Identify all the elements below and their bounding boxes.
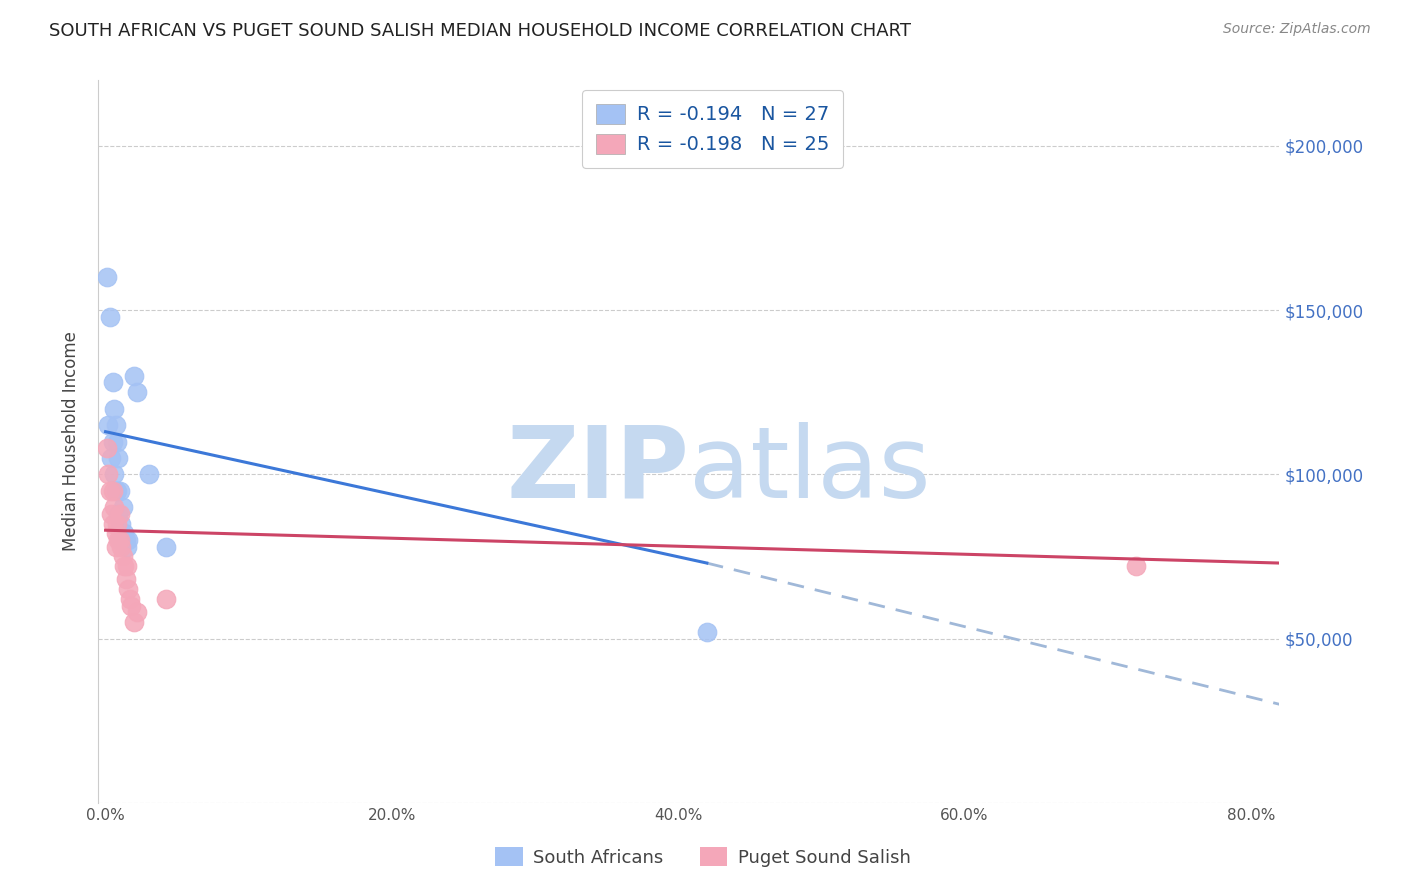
Point (122, 615, 145, 630)
Legend: R = -0.194   N = 27, R = -0.198   N = 25: R = -0.194 N = 27, R = -0.198 N = 25 (582, 90, 842, 168)
Point (98, 310, 121, 324)
Point (120, 599, 142, 613)
Point (107, 507, 129, 521)
Point (108, 483, 131, 498)
Point (117, 582, 139, 597)
Point (97, 467, 120, 482)
Point (111, 500, 134, 515)
Point (118, 592, 141, 607)
Point (101, 376, 124, 390)
Y-axis label: Median Household Income: Median Household Income (62, 332, 80, 551)
Point (96, 441, 118, 455)
Point (103, 401, 125, 416)
Point (105, 516, 128, 531)
Point (110, 516, 132, 531)
Point (101, 516, 124, 531)
Point (117, 533, 139, 547)
Point (104, 418, 127, 433)
Point (125, 385, 148, 400)
Point (100, 507, 122, 521)
Point (105, 434, 128, 449)
Point (103, 467, 125, 482)
Point (114, 573, 136, 587)
Point (115, 540, 138, 554)
Point (111, 549, 134, 564)
Point (114, 533, 136, 547)
Point (97, 418, 120, 433)
Point (96, 270, 118, 285)
Point (101, 434, 124, 449)
Point (155, 592, 177, 607)
Point (138, 467, 160, 482)
Point (107, 533, 129, 547)
Point (104, 483, 127, 498)
Point (112, 559, 135, 574)
Point (108, 507, 131, 521)
Text: SOUTH AFRICAN VS PUGET SOUND SALISH MEDIAN HOUSEHOLD INCOME CORRELATION CHART: SOUTH AFRICAN VS PUGET SOUND SALISH MEDI… (49, 22, 911, 40)
Point (110, 540, 132, 554)
Point (155, 540, 177, 554)
Point (105, 483, 128, 498)
Text: atlas: atlas (689, 422, 931, 519)
Text: ZIP: ZIP (506, 422, 689, 519)
Point (107, 450, 129, 465)
Point (696, 625, 718, 640)
Point (104, 526, 127, 541)
Text: Source: ZipAtlas.com: Source: ZipAtlas.com (1223, 22, 1371, 37)
Point (108, 533, 131, 547)
Point (115, 559, 138, 574)
Point (98, 483, 121, 498)
Point (100, 450, 122, 465)
Point (104, 540, 127, 554)
Legend: South Africans, Puget Sound Salish: South Africans, Puget Sound Salish (488, 840, 918, 874)
Point (108, 533, 131, 547)
Point (103, 500, 125, 515)
Point (1125, 559, 1147, 574)
Point (122, 368, 145, 383)
Point (125, 605, 148, 619)
Point (112, 526, 135, 541)
Point (101, 483, 124, 498)
